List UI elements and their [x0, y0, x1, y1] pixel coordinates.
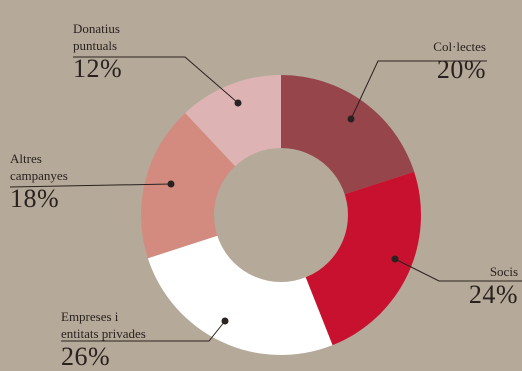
donut-hole [214, 148, 348, 282]
slice-value-collectes: 20% [436, 55, 486, 84]
label-altres-campanyes: Altres campanyes 18% [10, 150, 68, 212]
slice-name-donatius-line2: puntuals [73, 38, 118, 53]
leader-empreses-dot [221, 317, 229, 325]
slice-name-collectes: Col·lectes [433, 39, 486, 54]
leader-collectes [350, 60, 487, 120]
leader-donatius-dot [234, 99, 242, 107]
leader-socis [394, 258, 522, 282]
label-socis: Socis 24% [469, 263, 518, 308]
leader-socis-dot [391, 255, 399, 263]
slice-name-donatius-line1: Donatius [73, 21, 120, 36]
slice-value-donatius: 12% [73, 54, 123, 83]
leader-donatius [73, 56, 239, 104]
slice-value-socis: 24% [468, 280, 518, 309]
leader-altres-dot [167, 180, 175, 188]
label-empreses: Empreses i entitats privades 26% [61, 308, 146, 370]
leader-altres [9, 183, 172, 188]
slice-value-altres: 18% [10, 184, 60, 213]
leader-collectes-dot [347, 115, 355, 123]
slice-value-empreses: 26% [61, 342, 111, 371]
slice-name-socis: Socis [489, 264, 518, 279]
label-collectes: Col·lectes 20% [433, 38, 486, 83]
slice-name-altres-line1: Altres [10, 151, 42, 166]
slice-name-empreses-line1: Empreses i [61, 309, 119, 324]
slice-name-altres-line2: campanyes [10, 168, 68, 183]
label-donatius-puntuals: Donatius puntuals 12% [73, 20, 122, 82]
leader-empreses [61, 320, 226, 342]
slice-name-empreses-line2: entitats privades [61, 326, 146, 341]
